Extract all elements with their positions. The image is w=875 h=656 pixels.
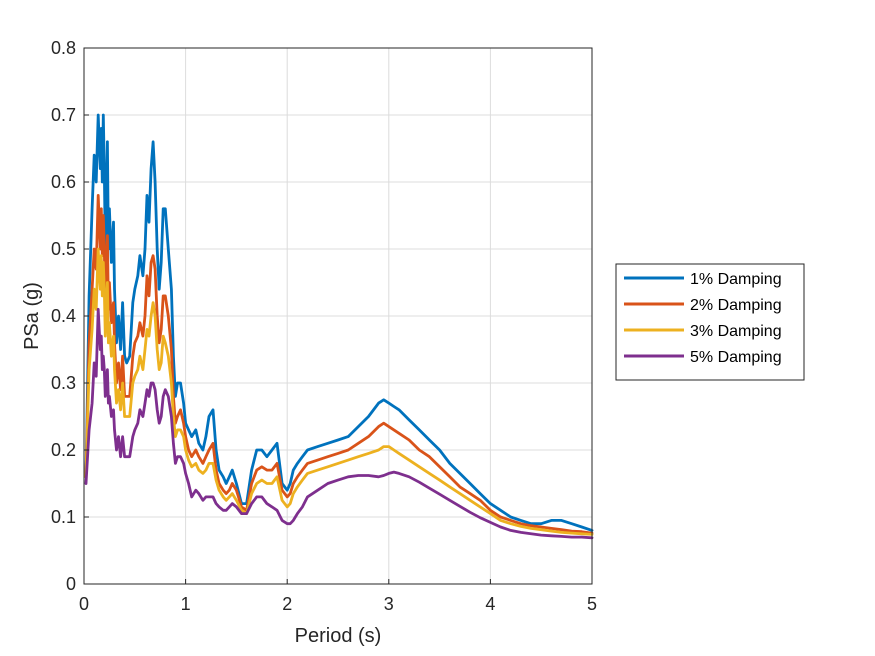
y-tick-label: 0 <box>66 574 76 594</box>
y-axis-title: PSa (g) <box>21 282 43 350</box>
y-tick-label: 0.2 <box>51 440 76 460</box>
x-tick-label: 4 <box>485 594 495 614</box>
y-tick-label: 0.1 <box>51 507 76 527</box>
legend-label: 3% Damping <box>690 323 782 340</box>
x-tick-label: 1 <box>181 594 191 614</box>
series-layer <box>84 113 594 540</box>
series-line <box>84 193 594 535</box>
x-tick-label: 2 <box>282 594 292 614</box>
y-axis: 0 0.1 0.2 0.3 0.4 0.5 0.6 0.7 0.8 <box>51 38 89 594</box>
series-line <box>84 307 594 540</box>
x-axis: 0 1 2 3 4 5 <box>79 579 597 614</box>
y-tick-label: 0.6 <box>51 172 76 192</box>
legend-box <box>615 263 805 381</box>
x-tick-label: 5 <box>587 594 597 614</box>
series-line <box>84 113 594 532</box>
legend-label: 2% Damping <box>690 297 782 314</box>
legend: 1% Damping 2% Damping 3% Damping 5% Damping <box>615 263 805 381</box>
legend-label: 1% Damping <box>690 271 782 288</box>
y-tick-label: 0.8 <box>51 38 76 58</box>
y-tick-label: 0.4 <box>51 306 76 326</box>
y-tick-label: 0.7 <box>51 105 76 125</box>
y-tick-label: 0.3 <box>51 373 76 393</box>
x-axis-title: Period (s) <box>295 625 382 647</box>
series-line <box>84 247 594 536</box>
x-tick-label: 0 <box>79 594 89 614</box>
legend-label: 5% Damping <box>690 349 782 366</box>
x-tick-label: 3 <box>384 594 394 614</box>
y-tick-label: 0.5 <box>51 239 76 259</box>
